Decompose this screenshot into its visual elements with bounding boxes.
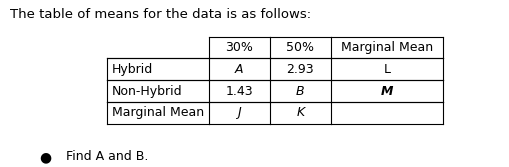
Text: Marginal Mean: Marginal Mean [341, 41, 433, 54]
Text: B: B [296, 85, 304, 98]
Text: 2.93: 2.93 [287, 63, 314, 76]
Text: J: J [237, 106, 241, 119]
Text: Non-Hybrid: Non-Hybrid [112, 85, 183, 98]
Text: K: K [296, 106, 304, 119]
Text: Hybrid: Hybrid [112, 63, 153, 76]
Text: L: L [383, 63, 390, 76]
Text: A: A [235, 63, 243, 76]
Text: Marginal Mean: Marginal Mean [112, 106, 204, 119]
Text: The table of means for the data is as follows:: The table of means for the data is as fo… [10, 8, 312, 21]
Text: ●: ● [40, 150, 52, 164]
Text: M: M [381, 85, 393, 98]
Text: Find A and B.: Find A and B. [66, 150, 149, 163]
Text: 1.43: 1.43 [225, 85, 253, 98]
Text: 30%: 30% [225, 41, 253, 54]
Text: 50%: 50% [286, 41, 315, 54]
